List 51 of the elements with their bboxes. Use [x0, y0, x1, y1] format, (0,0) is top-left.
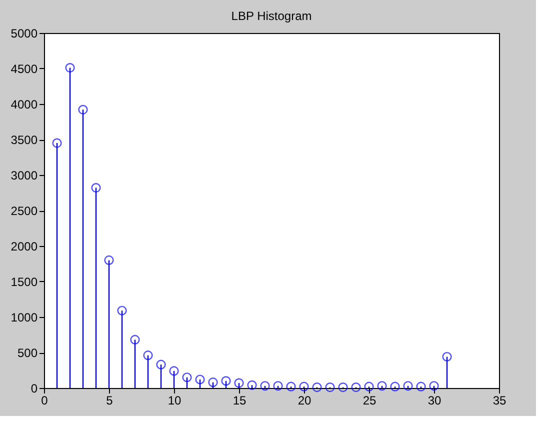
point — [338, 382, 348, 392]
point — [208, 378, 218, 388]
y-tick-label: 3000 — [10, 168, 38, 182]
point — [364, 382, 374, 392]
y-tick-label: 2500 — [10, 204, 38, 218]
point — [130, 334, 140, 344]
point — [143, 350, 153, 360]
point — [390, 382, 400, 392]
x-tick-label: 35 — [492, 394, 506, 408]
y-tick-label: 3500 — [10, 133, 38, 147]
point — [65, 63, 75, 73]
point — [104, 255, 114, 265]
point — [442, 352, 452, 362]
point — [117, 306, 127, 316]
point — [351, 382, 361, 392]
point — [195, 374, 205, 384]
point — [403, 381, 413, 391]
point — [416, 382, 426, 392]
point — [312, 382, 322, 392]
point — [377, 381, 387, 391]
point — [299, 382, 309, 392]
y-tick-label: 1500 — [10, 275, 38, 289]
x-tick-label: 5 — [106, 394, 114, 408]
point — [429, 381, 439, 391]
point — [91, 183, 101, 193]
x-tick-label: 0 — [41, 394, 48, 408]
y-tick-label: 1000 — [10, 310, 38, 324]
x-tick-label: 20 — [298, 394, 312, 408]
point — [273, 381, 283, 391]
x-tick-label: 25 — [362, 394, 376, 408]
y-tick-label: 4500 — [10, 62, 38, 76]
point — [286, 382, 296, 392]
point — [156, 360, 166, 370]
x-tick-label: 15 — [232, 394, 246, 408]
y-tick-label: 2000 — [10, 240, 38, 254]
point — [325, 382, 335, 392]
y-tick-label: 500 — [17, 346, 38, 360]
point — [260, 381, 270, 391]
point — [234, 378, 244, 388]
chart-title: LBP Histogram — [231, 9, 312, 23]
x-tick-label: 30 — [428, 394, 442, 408]
y-tick-label: 0 — [30, 382, 38, 396]
point — [169, 366, 179, 376]
point — [78, 104, 88, 114]
y-tick-label: 5000 — [10, 26, 38, 40]
point — [221, 376, 231, 386]
y-tick-label: 4000 — [10, 98, 38, 112]
point — [247, 380, 257, 390]
point — [182, 372, 192, 382]
x-tick-label: 10 — [168, 394, 182, 408]
point — [52, 138, 62, 148]
